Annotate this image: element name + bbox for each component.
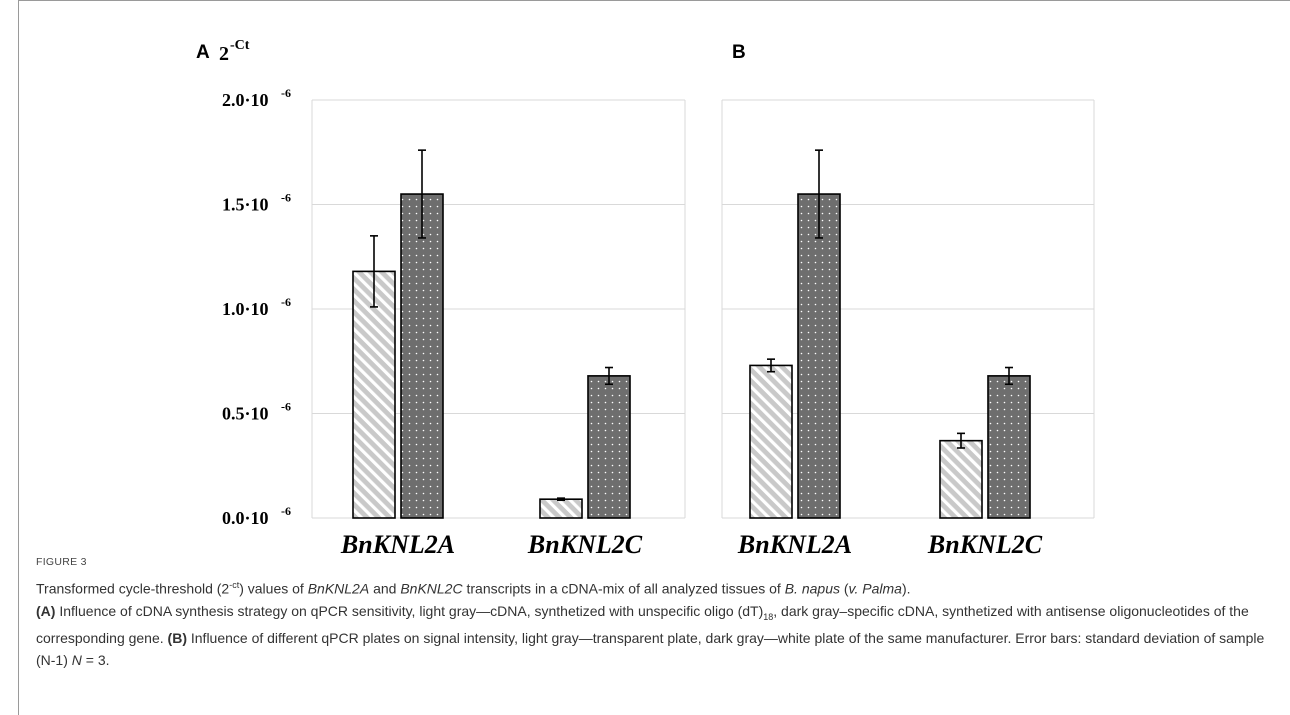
panel-a: A 2 -Ct 0.0·10 -6 0.5·10 -6 1.0·10 -6 1.5·10 -6 2.0…: [196, 38, 686, 559]
y-tick-exponent: -6: [281, 400, 291, 414]
y-tick-label: 2.0·10: [222, 90, 269, 110]
frame-left-rule: [18, 0, 19, 715]
panel-label: B: [732, 42, 746, 63]
y-tick-exponent: -6: [281, 191, 291, 205]
caption-panel-b-label: (B): [167, 630, 187, 647]
x-category-label: BnKNL2C: [927, 530, 1043, 559]
y-tick-exponent: -6: [281, 86, 291, 100]
y-tick-exponent: -6: [281, 295, 291, 309]
y-tick-exponent: -6: [281, 504, 291, 518]
bar-dark: [797, 193, 841, 519]
y-tick-label: 0.5·10: [222, 404, 269, 424]
figure-charts: A 2 -Ct 0.0·10 -6 0.5·10 -6 1.0·10 -6 1.5·10 -6 2.0…: [196, 38, 1095, 559]
bar-light: [749, 364, 793, 519]
bar-dark: [400, 193, 444, 519]
x-category-label: BnKNL2C: [527, 530, 643, 559]
bar-light: [539, 498, 583, 519]
bar-light: [352, 270, 396, 519]
figure-label: FIGURE 3: [36, 556, 87, 568]
y-axis-title: 2: [219, 43, 229, 65]
bar-dark: [587, 375, 631, 519]
y-tick-label: 1.5·10: [222, 195, 269, 215]
x-category-label: BnKNL2A: [737, 530, 852, 559]
y-axis-title-exponent: -Ct: [230, 38, 250, 53]
panel-label: A: [196, 42, 210, 63]
bar-dark: [987, 375, 1031, 519]
bar-light: [939, 439, 983, 519]
caption-panel-a-label: (A): [36, 602, 56, 619]
frame-top-rule: [18, 0, 1290, 1]
caption-text: Transformed cycle-threshold (2-ct) value…: [36, 580, 1265, 669]
y-tick-label: 1.0·10: [222, 299, 269, 319]
x-category-label: BnKNL2A: [340, 530, 455, 559]
panel-b: B BnKNL2A BnKNL2C: [721, 42, 1095, 559]
figure-caption: FIGURE 3 Transformed cycle-threshold (2-…: [36, 556, 1266, 671]
y-tick-label: 0.0·10: [222, 508, 269, 528]
